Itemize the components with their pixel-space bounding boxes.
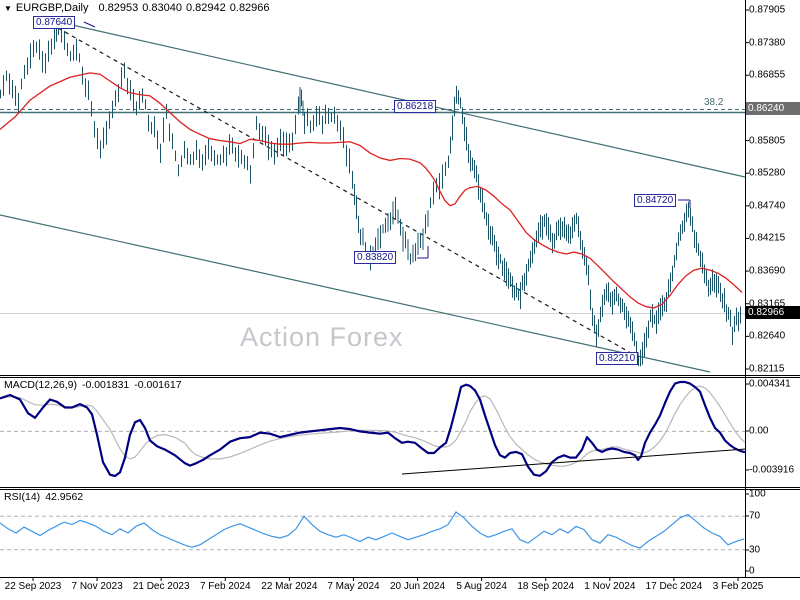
date-tick-label: 22 Mar 2024 xyxy=(261,581,318,592)
rsi-tick-label: 30 xyxy=(749,544,761,556)
macd-value-signal: -0.001617 xyxy=(134,379,182,391)
price-annotation[interactable]: 0.84720 xyxy=(634,194,677,207)
macd-tick-label: 0.004341 xyxy=(749,378,791,390)
rsi-tick-label: 100 xyxy=(749,488,766,500)
chart-title: ▼ EURGBP,Daily 0.82953 0.83040 0.82942 0.8296… xyxy=(4,2,274,14)
rsi-indicator-label: RSI(14) 42.9562 xyxy=(4,491,88,503)
price-tick-label: 0.85280 xyxy=(749,167,786,179)
price-tick-label: 0.87905 xyxy=(749,4,786,16)
date-tick-label: 7 May 2024 xyxy=(327,581,380,592)
quote-close: 0.82966 xyxy=(229,2,270,14)
quote-high: 0.83040 xyxy=(142,2,182,14)
rsi-value: 42.9562 xyxy=(45,491,84,503)
price-annotation[interactable]: 0.83820 xyxy=(354,251,397,264)
price-tick-label: 0.84215 xyxy=(749,232,786,244)
symbol-timeframe: EURGBP,Daily xyxy=(15,2,89,14)
date-tick-label: 7 Feb 2024 xyxy=(199,581,251,592)
watermark: Action Forex xyxy=(240,322,404,352)
price-annotation[interactable]: 0.86218 xyxy=(394,100,437,113)
date-tick-label: 20 Jun 2024 xyxy=(390,581,446,592)
date-tick-label: 22 Sep 2023 xyxy=(4,581,62,592)
price-tick-label: 0.82640 xyxy=(749,330,786,342)
date-tick-label: 3 Feb 2025 xyxy=(712,581,764,592)
macd-name: MACD(12,26,9) xyxy=(4,379,77,391)
macd-value-main: -0.001831 xyxy=(81,379,130,391)
rsi-tick-label: 70 xyxy=(749,510,761,522)
date-tick-label: 5 Aug 2024 xyxy=(456,581,507,592)
price-tick-label: 0.85805 xyxy=(749,135,786,147)
price-annotation[interactable]: 0.87640 xyxy=(33,16,76,29)
macd-indicator-label: MACD(12,26,9) -0.001831 -0.001617 xyxy=(4,379,187,391)
fib-382-label: 38.2 xyxy=(704,97,724,108)
macd-tick-label: -0.003916 xyxy=(749,464,795,476)
price-tick-label: 0.84740 xyxy=(749,200,786,212)
price-tick-label: 0.82115 xyxy=(749,363,785,375)
macd-tick-label: 0.00 xyxy=(749,425,769,437)
quote-low: 0.82942 xyxy=(186,2,226,14)
price-tick-label: 0.87380 xyxy=(749,37,786,49)
quote-open: 0.82953 xyxy=(98,2,139,14)
price-annotation[interactable]: 0.82210 xyxy=(596,352,639,365)
rsi-tick-label: 0 xyxy=(749,565,755,577)
date-tick-label: 1 Nov 2024 xyxy=(584,581,636,592)
price-tick-label: 0.83165 xyxy=(749,298,786,310)
triangle-down-icon[interactable]: ▼ xyxy=(4,4,12,13)
current-price-badge: 0.82966 xyxy=(746,306,800,319)
date-tick-label: 18 Sep 2024 xyxy=(517,581,575,592)
price-tick-label: 0.83690 xyxy=(749,265,786,277)
price-tick-label: 0.86855 xyxy=(749,69,786,81)
date-tick-label: 7 Nov 2023 xyxy=(71,581,123,592)
date-tick-label: 17 Dec 2024 xyxy=(645,581,703,592)
date-tick-label: 21 Dec 2023 xyxy=(132,581,190,592)
level-price-badge: 0.86240 xyxy=(746,102,800,115)
rsi-name: RSI(14) xyxy=(4,491,41,503)
